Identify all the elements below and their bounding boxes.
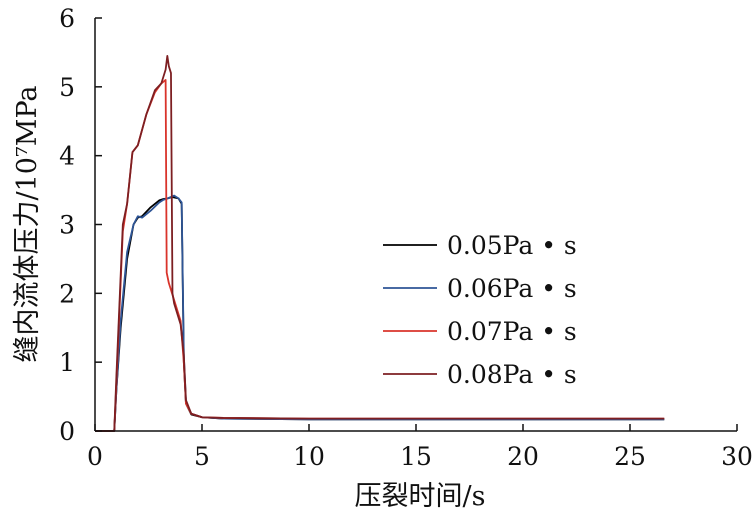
legend-label: 0.08Pa • s bbox=[447, 360, 577, 389]
y-tick-label: 4 bbox=[59, 142, 75, 171]
series-line-3 bbox=[95, 79, 665, 432]
plot-lines bbox=[95, 54, 665, 432]
y-tick-label: 3 bbox=[59, 211, 75, 240]
y-tick-label: 5 bbox=[59, 73, 75, 102]
y-tick-label: 6 bbox=[59, 4, 75, 33]
x-tick-label: 15 bbox=[400, 442, 432, 471]
x-tick-label: 10 bbox=[293, 442, 325, 471]
axes bbox=[94, 18, 737, 432]
x-tick-label: 20 bbox=[507, 442, 539, 471]
legend-label: 0.06Pa • s bbox=[447, 274, 577, 303]
legend: 0.05Pa • s 0.06Pa • s 0.07Pa • s 0.08Pa • s bbox=[383, 231, 577, 389]
series-line-1 bbox=[95, 196, 665, 432]
y-tick-label: 0 bbox=[59, 417, 75, 446]
x-tick-label: 30 bbox=[721, 442, 753, 471]
y-tick-label: 1 bbox=[59, 348, 75, 377]
x-tick-label: 0 bbox=[87, 442, 103, 471]
x-axis-title: 压裂时间/s bbox=[355, 481, 486, 512]
series-line-4 bbox=[95, 54, 665, 432]
legend-label: 0.05Pa • s bbox=[447, 231, 577, 260]
ticks: 0 5 10 15 20 25 30 0 1 2 3 4 5 6 bbox=[59, 4, 753, 471]
y-tick-label: 2 bbox=[59, 279, 75, 308]
y-axis-title: 缝内流体压力/10⁷MPa bbox=[12, 86, 43, 363]
series-line-2 bbox=[95, 194, 665, 432]
legend-label: 0.07Pa • s bbox=[447, 317, 577, 346]
x-tick-label: 25 bbox=[614, 442, 646, 471]
x-tick-label: 5 bbox=[194, 442, 210, 471]
